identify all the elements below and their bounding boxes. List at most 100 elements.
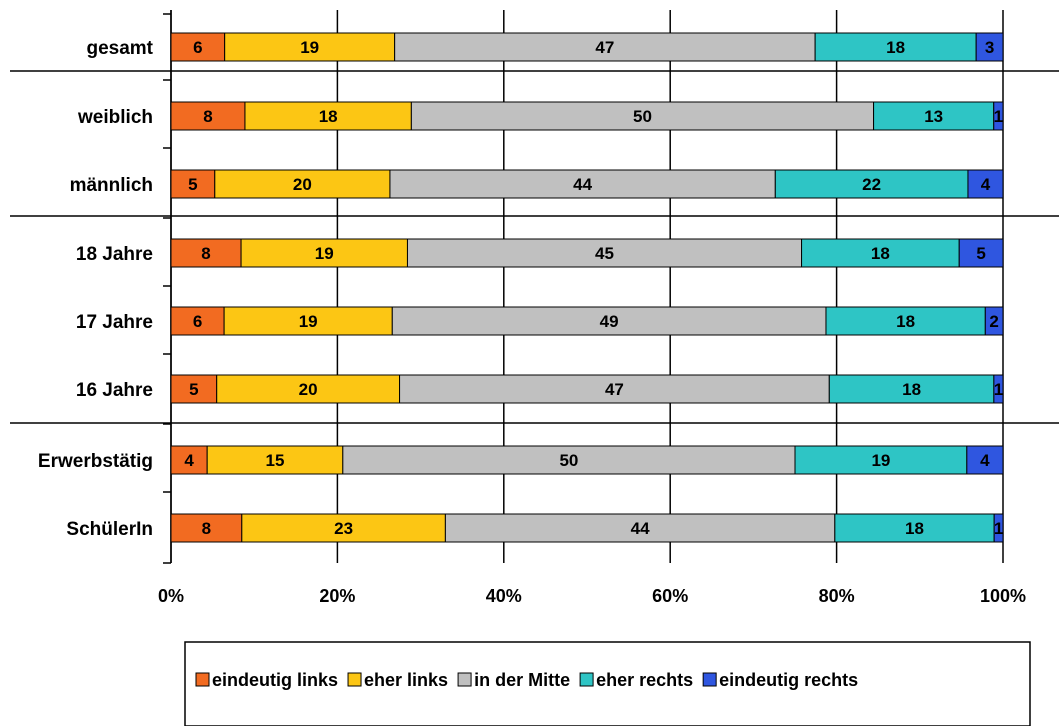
data-label: 22 bbox=[862, 175, 881, 194]
data-label: 15 bbox=[266, 451, 285, 470]
data-label: 23 bbox=[334, 519, 353, 538]
legend-swatch bbox=[457, 672, 472, 687]
data-label: 3 bbox=[985, 38, 994, 57]
legend-label: in der Mitte bbox=[474, 670, 570, 690]
bar-segment bbox=[966, 445, 1004, 475]
data-label: 2 bbox=[989, 312, 998, 331]
bar-segment bbox=[170, 238, 242, 268]
data-label: 8 bbox=[202, 519, 211, 538]
bar-segment bbox=[993, 513, 1004, 543]
bar-segment bbox=[444, 513, 836, 543]
x-tick-label: 20% bbox=[319, 586, 355, 606]
data-label: 18 bbox=[871, 244, 890, 263]
data-label: 4 bbox=[184, 451, 194, 470]
legend-label: eindeutig links bbox=[212, 670, 338, 690]
category-label: 18 Jahre bbox=[76, 244, 153, 265]
x-tick-label: 0% bbox=[158, 586, 184, 606]
data-label: 19 bbox=[300, 38, 319, 57]
legend-swatch bbox=[702, 672, 717, 687]
bar-segment bbox=[170, 306, 225, 336]
bar-segment bbox=[342, 445, 796, 475]
bar-segment bbox=[410, 101, 875, 131]
data-label: 19 bbox=[315, 244, 334, 263]
data-label: 45 bbox=[595, 244, 614, 263]
data-label: 18 bbox=[319, 107, 338, 126]
data-label: 50 bbox=[633, 107, 652, 126]
data-label: 6 bbox=[193, 312, 202, 331]
data-label: 50 bbox=[559, 451, 578, 470]
legend-box bbox=[184, 641, 1031, 726]
bar-segment bbox=[814, 32, 977, 62]
bar-segment bbox=[794, 445, 968, 475]
group-separators bbox=[10, 70, 1059, 424]
data-label: 1 bbox=[994, 107, 1003, 126]
bar-segment bbox=[993, 101, 1004, 131]
legend-label: eindeutig rechts bbox=[719, 670, 858, 690]
bar-segment bbox=[389, 169, 776, 199]
bar-segment bbox=[170, 513, 243, 543]
category-label: männlich bbox=[70, 175, 153, 196]
data-label: 20 bbox=[293, 175, 312, 194]
data-label: 20 bbox=[299, 380, 318, 399]
bar-segment bbox=[170, 101, 246, 131]
data-label: 18 bbox=[902, 380, 921, 399]
x-tick-label: 40% bbox=[486, 586, 522, 606]
category-labels: gesamt weiblich männlich 18 Jahre 17 Jahre 16… bbox=[38, 38, 154, 540]
data-label: 5 bbox=[976, 244, 985, 263]
x-tick-labels: 0% 20% 40% 60% 80% 100% bbox=[158, 586, 1026, 606]
data-label: 4 bbox=[980, 451, 990, 470]
bar-segment bbox=[967, 169, 1004, 199]
data-label: 47 bbox=[595, 38, 614, 57]
grid-lines bbox=[163, 10, 1004, 564]
data-label: 1 bbox=[994, 380, 1003, 399]
category-label: weiblich bbox=[77, 107, 153, 128]
legend-label: eher rechts bbox=[596, 670, 693, 690]
bar-segment bbox=[774, 169, 969, 199]
bar-segment bbox=[958, 238, 1004, 268]
bar-segment bbox=[993, 374, 1004, 404]
data-label: 19 bbox=[299, 312, 318, 331]
category-label: 16 Jahre bbox=[76, 380, 153, 401]
data-label: 44 bbox=[573, 175, 592, 194]
bar-segment bbox=[399, 374, 830, 404]
bar-segment bbox=[828, 374, 995, 404]
bar-segment bbox=[244, 101, 412, 131]
bar-segment bbox=[170, 32, 226, 62]
data-label: 19 bbox=[871, 451, 890, 470]
category-label: 17 Jahre bbox=[76, 312, 153, 333]
bar-segment bbox=[801, 238, 960, 268]
bar-segment bbox=[170, 445, 208, 475]
data-label: 18 bbox=[905, 519, 924, 538]
legend-swatch bbox=[579, 672, 594, 687]
x-tick-label: 60% bbox=[652, 586, 688, 606]
bar-segment bbox=[834, 513, 995, 543]
data-label: 4 bbox=[981, 175, 991, 194]
bar-segment bbox=[224, 32, 396, 62]
bar-segment bbox=[394, 32, 816, 62]
data-label: 5 bbox=[189, 380, 198, 399]
bar-segment bbox=[391, 306, 827, 336]
data-label: 8 bbox=[201, 244, 210, 263]
category-label: SchülerIn bbox=[66, 519, 153, 540]
data-label: 44 bbox=[631, 519, 650, 538]
legend-label: eher links bbox=[364, 670, 448, 690]
bar-segment bbox=[206, 445, 344, 475]
category-label: gesamt bbox=[86, 38, 153, 59]
data-label: 49 bbox=[600, 312, 619, 331]
data-label: 18 bbox=[886, 38, 905, 57]
bar-segment bbox=[240, 238, 408, 268]
data-label: 6 bbox=[193, 38, 202, 57]
data-label: 18 bbox=[896, 312, 915, 331]
bar-segment bbox=[873, 101, 995, 131]
data-label: 5 bbox=[188, 175, 197, 194]
bar-segment bbox=[214, 169, 391, 199]
bars: 6 19 47 18 38 18 50 13 15 20 44 22 48 19 45 18 56 19 49 18 2… bbox=[170, 32, 1004, 543]
bar-segment bbox=[241, 513, 446, 543]
bar-segment bbox=[975, 32, 1004, 62]
x-tick-label: 100% bbox=[980, 586, 1026, 606]
bar-segment bbox=[216, 374, 401, 404]
legend-swatch bbox=[347, 672, 362, 687]
legend: eindeutig links eher links in der Mitte ehe… bbox=[184, 641, 1031, 726]
data-label: 13 bbox=[924, 107, 943, 126]
